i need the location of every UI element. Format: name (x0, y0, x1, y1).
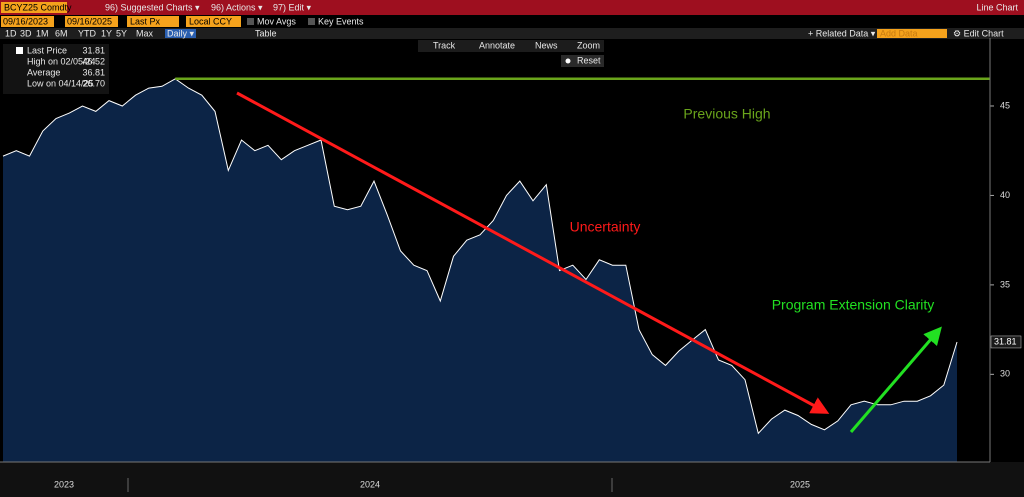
legend-swatch (16, 47, 23, 54)
legend-value: 36.81 (82, 67, 105, 77)
year-label: 2024 (360, 479, 380, 489)
option[interactable]: Key Events (318, 16, 364, 26)
reference-label: Previous High (683, 106, 770, 122)
range-button[interactable]: 1Y (101, 28, 112, 38)
currency[interactable]: Local CCY (189, 16, 232, 26)
range-button[interactable]: 3D (20, 28, 32, 38)
last-value-label: 31.81 (994, 336, 1017, 346)
ticker-input[interactable] (1, 2, 67, 13)
field-input[interactable] (127, 16, 179, 27)
annotation: Uncertainty (570, 219, 641, 235)
legend-value: 31.81 (82, 45, 105, 55)
checkbox[interactable] (308, 18, 315, 25)
menu[interactable]: 96) Suggested Charts ▾ (105, 2, 200, 12)
range-bar (0, 28, 1024, 39)
price-line (2, 78, 958, 435)
date-input[interactable] (1, 16, 54, 27)
trend-arrow (236, 91, 830, 414)
reset-icon (565, 58, 571, 64)
year-label: 2023 (54, 479, 74, 489)
range-button[interactable]: 1M (36, 28, 49, 38)
menu[interactable]: 97) Edit ▾ (273, 2, 312, 12)
last-value-tag (990, 335, 1022, 349)
table-button[interactable]: Table (255, 28, 277, 38)
related-data[interactable]: + Related Data ▾ (808, 28, 876, 38)
reset[interactable]: Reset (577, 55, 601, 65)
x-axis-band (0, 462, 1024, 497)
year-label: 2025 (790, 479, 810, 489)
y-tick-label: 45 (1000, 100, 1010, 110)
add-data[interactable]: Add Data (880, 28, 918, 38)
ticker[interactable]: BCYZ25 Comdty (4, 2, 72, 12)
frequency[interactable]: Daily ▾ (167, 28, 195, 38)
currency-input[interactable] (186, 16, 241, 27)
annotation: Program Extension Clarity (772, 297, 935, 313)
add-data-input[interactable] (877, 29, 947, 38)
legend-label: High on 02/05/24 (27, 56, 96, 66)
end-date[interactable]: 09/16/2025 (67, 16, 112, 26)
y-tick-label: 35 (1000, 279, 1010, 289)
view-name: Line Chart (976, 2, 1018, 12)
y-tick-label: 40 (1000, 190, 1010, 200)
start-date[interactable]: 09/16/2023 (3, 16, 48, 26)
legend-value: 46.52 (82, 56, 105, 66)
field[interactable]: Last Px (130, 16, 161, 26)
trend-arrow (849, 326, 942, 433)
menu[interactable]: 96) Actions ▾ (211, 2, 263, 12)
edit-chart[interactable]: ⚙ Edit Chart (953, 28, 1004, 38)
tool-button[interactable]: Zoom (577, 40, 600, 50)
range-button[interactable]: 1D (5, 28, 17, 38)
range-button[interactable]: Max (136, 28, 154, 38)
tool-button[interactable]: News (535, 40, 558, 50)
range-button[interactable]: 5Y (116, 28, 127, 38)
reset-button[interactable] (561, 55, 604, 67)
option-bar (0, 15, 1024, 28)
legend-label: Last Price (27, 45, 67, 55)
legend-label: Average (27, 67, 60, 77)
range-button[interactable]: YTD (78, 28, 97, 38)
option[interactable]: Mov Avgs (257, 16, 296, 26)
legend-label: Low on 04/14/25 (27, 78, 94, 88)
date-input[interactable] (65, 16, 118, 27)
tool-bar (418, 40, 604, 52)
range-button[interactable]: 6M (55, 28, 68, 38)
title-bar (0, 0, 1024, 15)
tool-button[interactable]: Track (433, 40, 456, 50)
checkbox[interactable] (247, 18, 254, 25)
y-tick-label: 30 (1000, 369, 1010, 379)
frequency-button[interactable] (165, 29, 196, 38)
tool-button[interactable]: Annotate (479, 40, 515, 50)
area (3, 78, 957, 463)
legend-value: 26.70 (82, 78, 105, 88)
